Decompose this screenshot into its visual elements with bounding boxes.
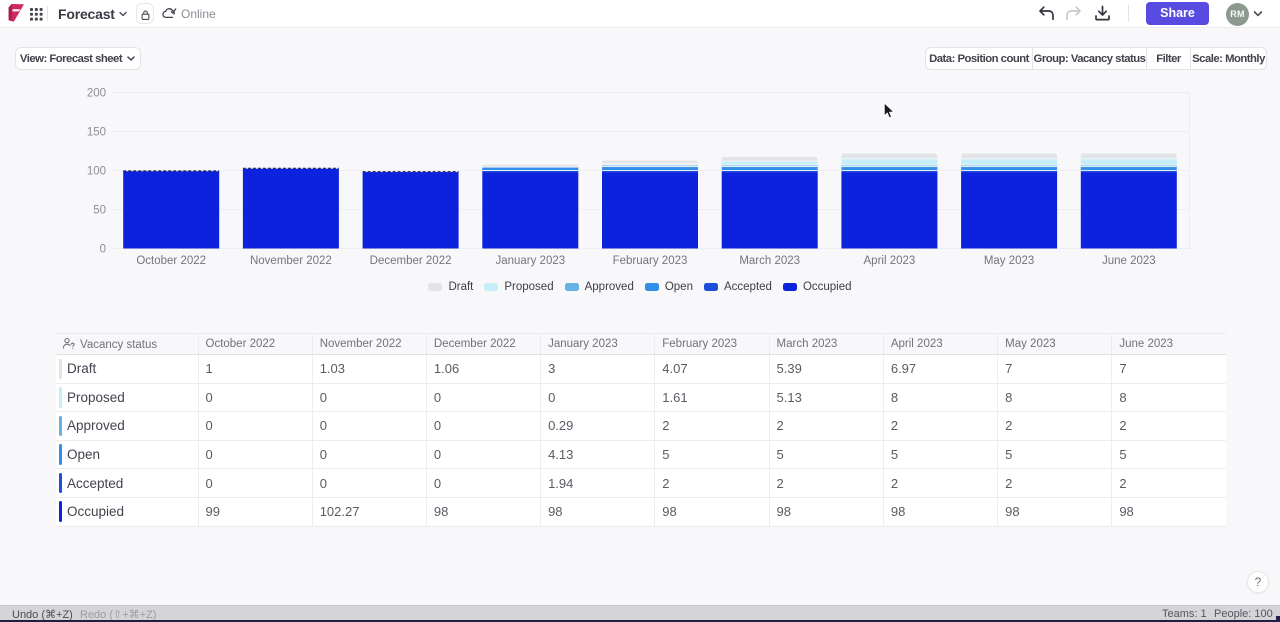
svg-text:50: 50 — [93, 205, 106, 217]
svg-text:100: 100 — [87, 166, 106, 178]
svg-text:March 2023: March 2023 — [739, 255, 800, 267]
svg-text:October 2022: October 2022 — [136, 255, 206, 267]
svg-text:150: 150 — [87, 127, 106, 139]
svg-text:February 2023: February 2023 — [613, 255, 688, 267]
svg-text:November 2022: November 2022 — [250, 255, 332, 267]
svg-text:April 2023: April 2023 — [864, 255, 916, 267]
svg-text:0: 0 — [100, 244, 106, 256]
svg-text:June 2023: June 2023 — [1102, 255, 1156, 267]
svg-text:December 2022: December 2022 — [370, 255, 452, 267]
svg-text:May 2023: May 2023 — [984, 255, 1035, 267]
svg-text:200: 200 — [87, 88, 106, 100]
svg-text:January 2023: January 2023 — [495, 255, 565, 267]
